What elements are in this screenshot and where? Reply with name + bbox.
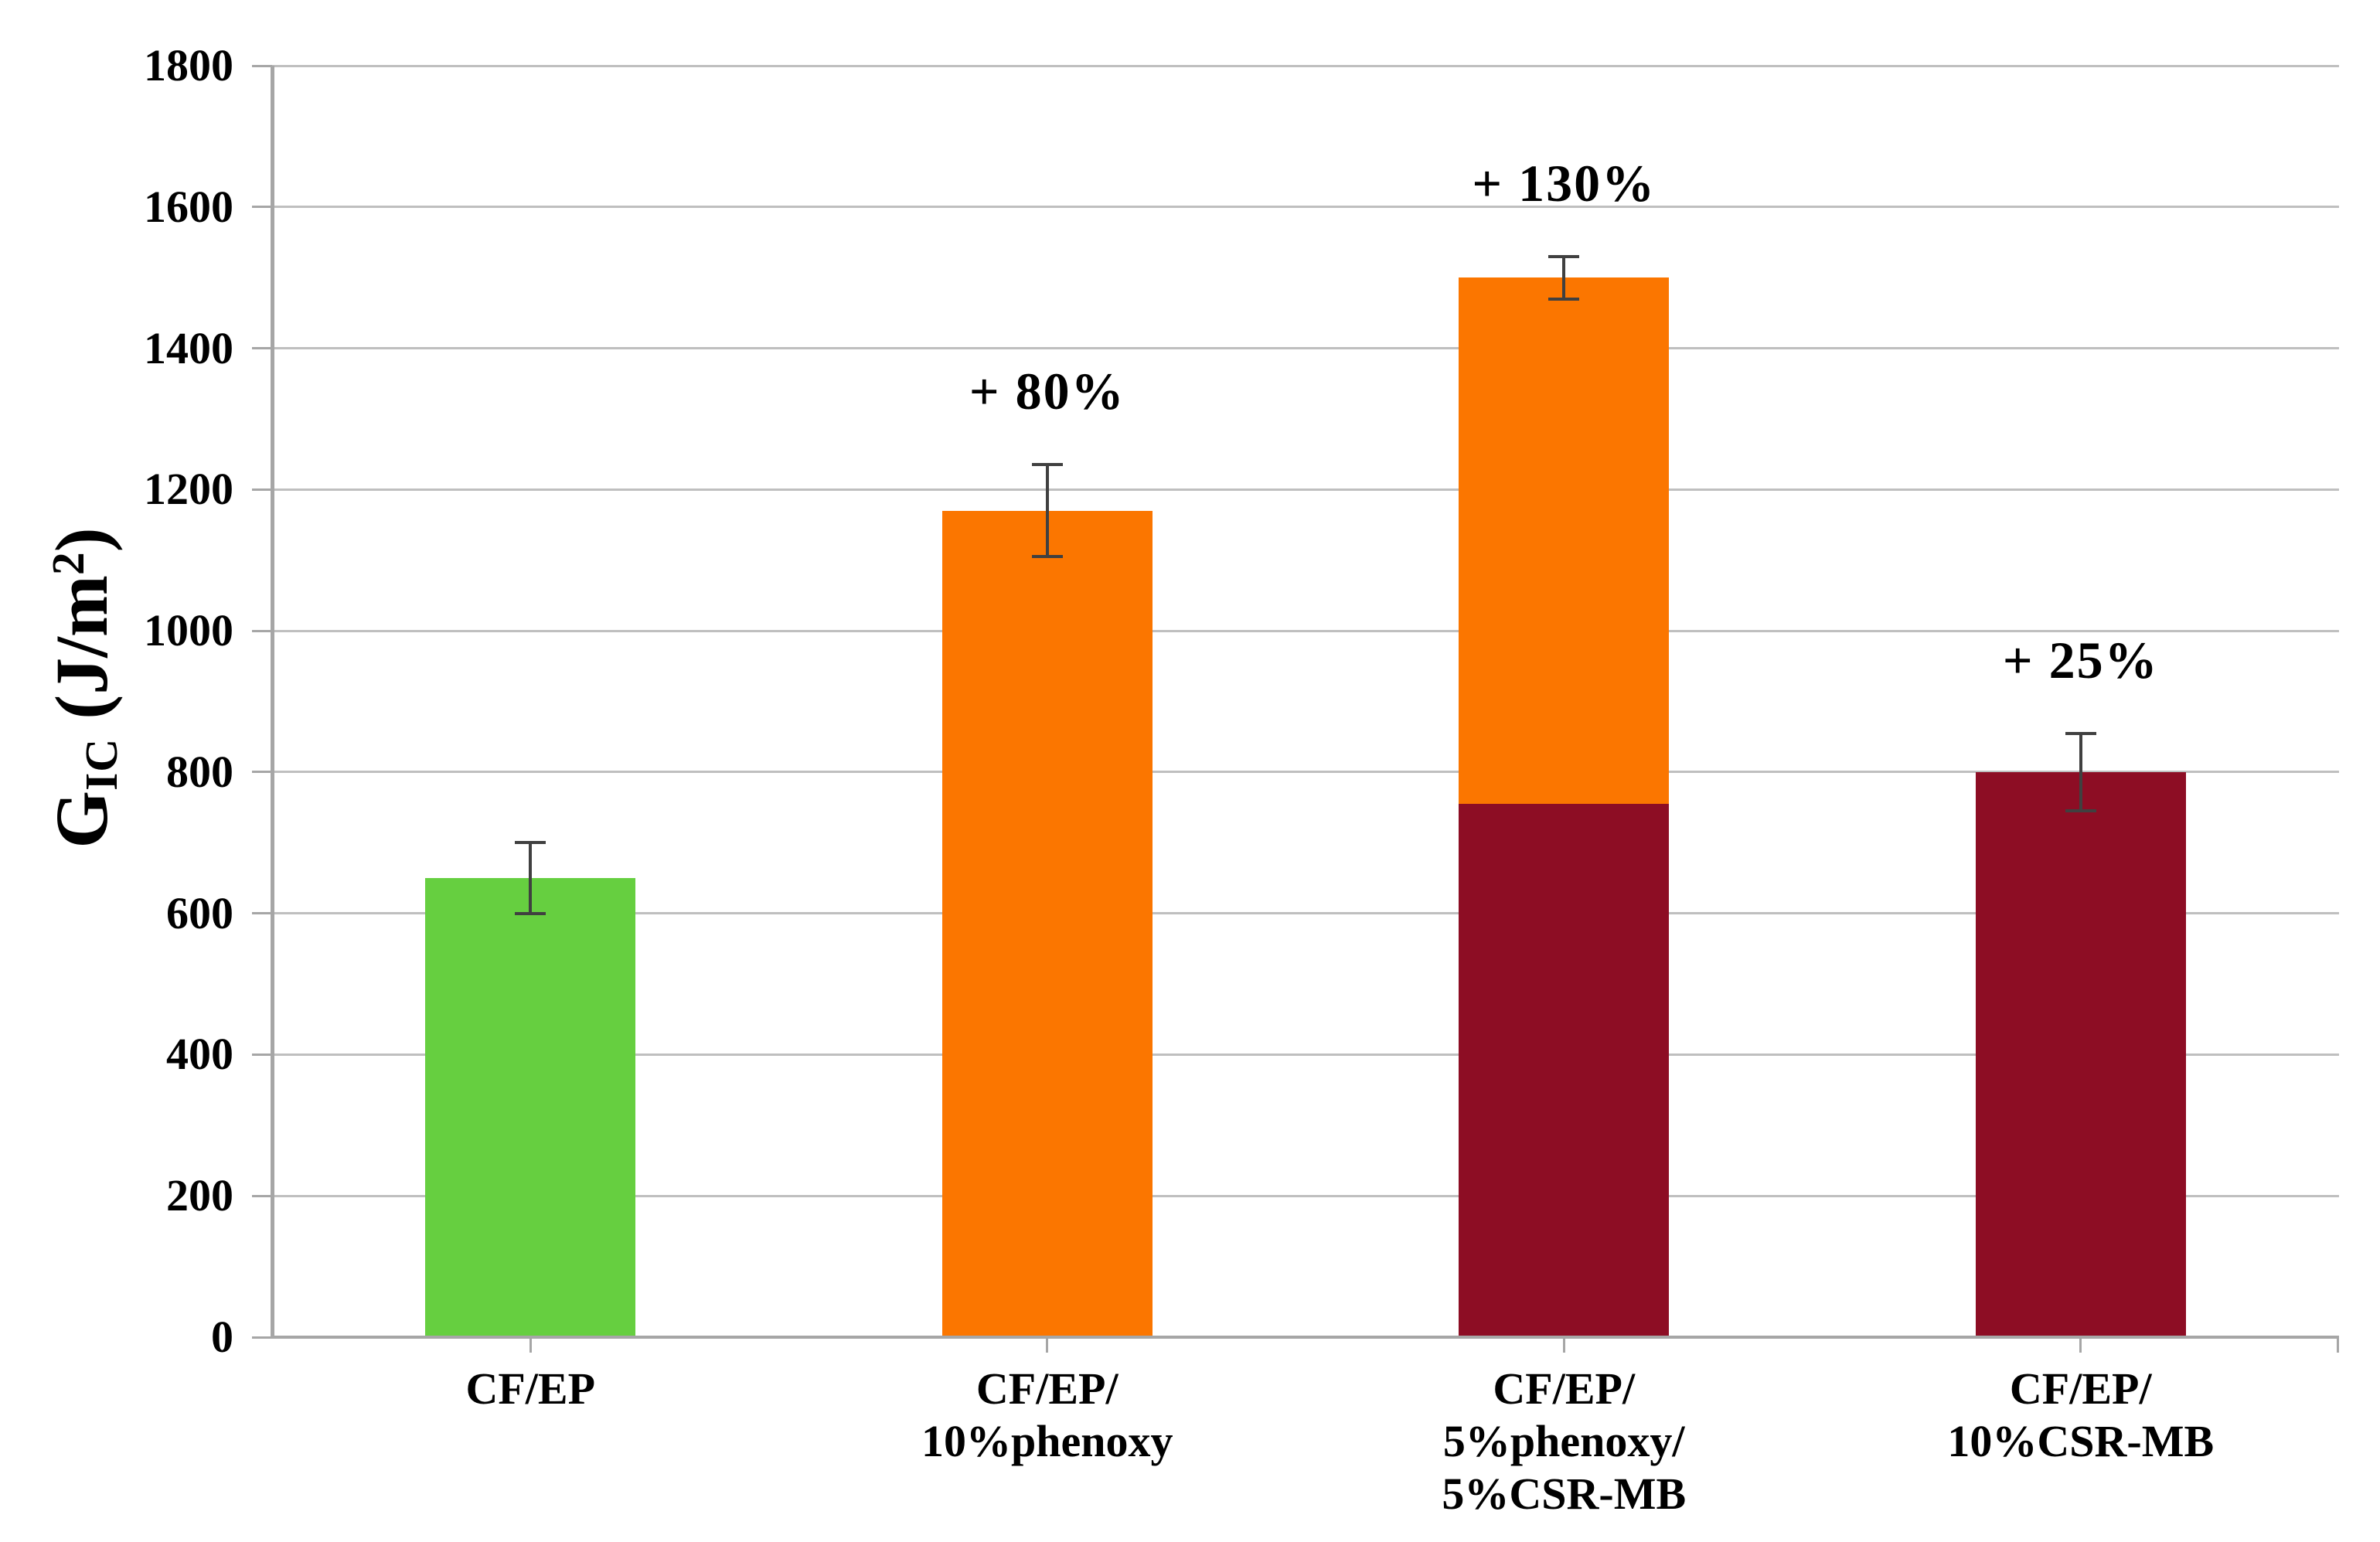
x-axis-tick	[529, 1339, 532, 1353]
error-bar-cap	[1548, 297, 1580, 301]
error-bar-line	[1045, 465, 1049, 557]
y-tick-label: 1400	[144, 322, 233, 373]
error-bar-line	[1562, 256, 1566, 299]
gridline	[272, 206, 2339, 209]
error-bar-cap	[1031, 463, 1063, 467]
bar-segment	[425, 877, 636, 1337]
error-bar-line	[529, 842, 533, 914]
y-tick-label: 200	[166, 1170, 233, 1221]
x-axis-baseline	[272, 1336, 2339, 1339]
y-axis-tick	[252, 1336, 272, 1339]
x-axis-tick	[2337, 1339, 2339, 1353]
y-tick-label: 600	[166, 887, 233, 938]
y-tick-label: 400	[166, 1029, 233, 1080]
gridline	[272, 347, 2339, 350]
error-bar-cap	[515, 911, 546, 915]
y-axis-line	[271, 66, 274, 1339]
y-axis-tick	[252, 629, 272, 632]
gridline	[272, 771, 2339, 774]
x-tick-label: CF/EP/ 5%phenoxy/ 5%CSR-MB	[1442, 1363, 1687, 1519]
y-tick-label: 1800	[144, 40, 233, 90]
bar-segment	[941, 510, 1153, 1337]
error-bar-cap	[2065, 731, 2096, 735]
gridline	[272, 488, 2339, 491]
bar-segment	[1975, 771, 2186, 1337]
gridline	[272, 1194, 2339, 1197]
y-axis-tick	[252, 912, 272, 915]
x-tick-label: CF/EP/ 10%CSR-MB	[1947, 1363, 2215, 1466]
bar-annotation: + 130%	[1472, 153, 1656, 213]
x-tick-label: CF/EP	[465, 1363, 596, 1414]
gridline	[272, 64, 2339, 67]
gridline	[272, 912, 2339, 915]
error-bar-cap	[1031, 555, 1063, 559]
bar-segment	[1459, 277, 1670, 804]
y-axis-tick	[252, 206, 272, 209]
bar-annotation: + 25%	[2002, 630, 2159, 689]
bar-annotation: + 80%	[969, 362, 1125, 421]
y-axis-tick	[252, 1053, 272, 1056]
x-tick-label: CF/EP/ 10%phenoxy	[921, 1363, 1173, 1466]
gridline	[272, 629, 2339, 632]
y-axis-tick	[252, 64, 272, 67]
x-axis-tick	[1046, 1339, 1049, 1353]
bar-segment	[1459, 804, 1670, 1337]
error-bar-line	[2079, 733, 2082, 812]
y-axis-tick	[252, 771, 272, 774]
error-bar-cap	[1548, 254, 1580, 258]
y-tick-label: 1000	[144, 605, 233, 656]
y-axis-tick	[252, 1194, 272, 1197]
y-tick-label: 1200	[144, 464, 233, 515]
error-bar-cap	[2065, 809, 2096, 813]
y-tick-label: 0	[211, 1312, 233, 1362]
y-axis-tick	[252, 488, 272, 491]
x-axis-tick	[2079, 1339, 2082, 1353]
x-axis-tick	[1562, 1339, 1565, 1353]
y-axis-tick	[252, 347, 272, 350]
y-tick-label: 800	[166, 746, 233, 797]
error-bar-cap	[515, 841, 546, 845]
gridline	[272, 1053, 2339, 1056]
y-tick-label: 1600	[144, 181, 233, 232]
